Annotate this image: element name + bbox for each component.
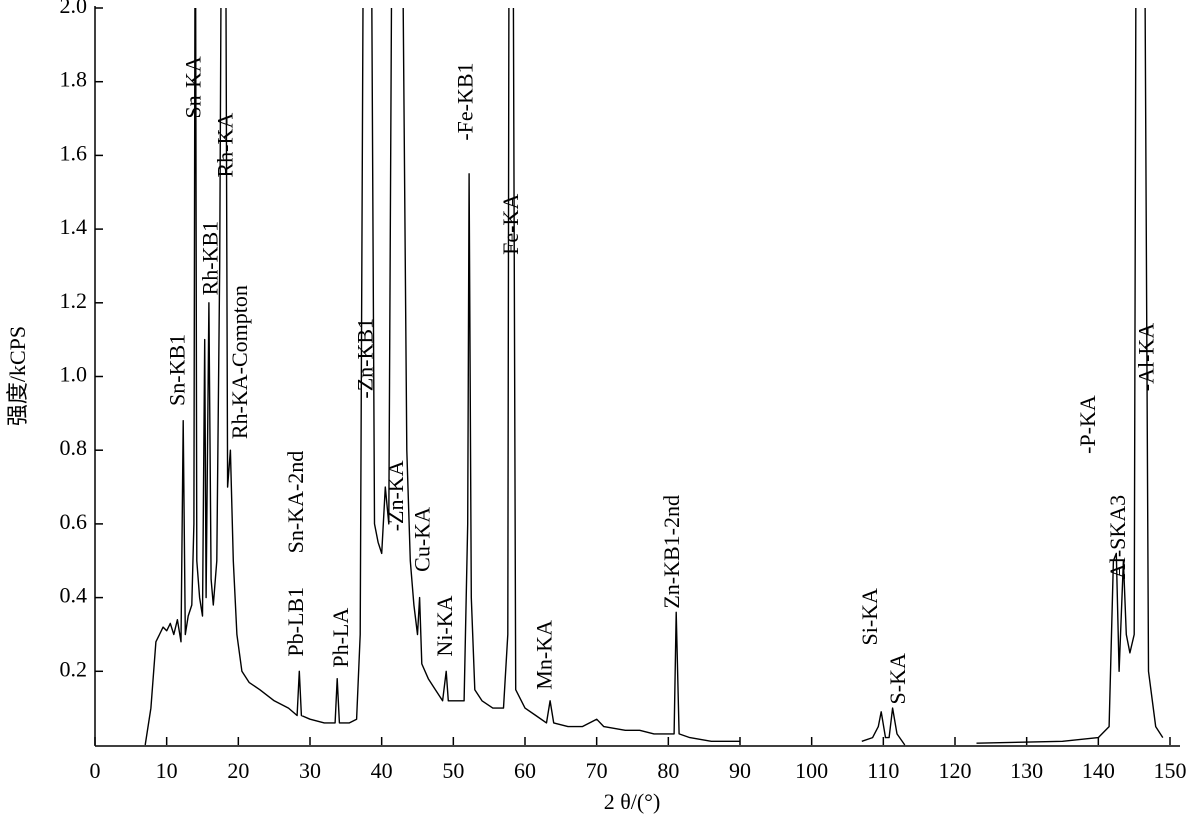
- x-tick-label: 60: [514, 758, 536, 783]
- peak-label: -Zn-KA: [383, 460, 408, 531]
- peak-label: -Al-KA: [1134, 323, 1159, 392]
- x-tick-label: 0: [90, 758, 101, 783]
- peak-label: Zn-KB1-2nd: [659, 495, 684, 609]
- spectrum-line: [144, 8, 1164, 746]
- x-tick-label: 150: [1154, 758, 1187, 783]
- peak-label: Al-SKA3: [1105, 495, 1130, 579]
- peak-label: Rh-KA-Compton: [227, 285, 252, 439]
- peak-label: Rh-KB1: [198, 221, 223, 296]
- x-tick-label: 80: [657, 758, 679, 783]
- y-tick-label: 0.4: [60, 583, 88, 608]
- y-tick-label: 1.2: [60, 288, 88, 313]
- peak-label: Si-KA: [857, 588, 882, 646]
- x-tick-label: 20: [227, 758, 249, 783]
- peak-label: Ph-LA: [328, 608, 353, 668]
- x-tick-label: 90: [729, 758, 751, 783]
- x-tick-label: 120: [939, 758, 972, 783]
- peak-label: Rh-KA: [213, 113, 238, 178]
- x-tick-label: 70: [586, 758, 608, 783]
- peak-label: -Fe-KB1: [453, 62, 478, 140]
- y-tick-label: 0.2: [60, 656, 88, 681]
- y-tick-label: 0.8: [60, 435, 88, 460]
- y-tick-label: 1.6: [60, 140, 88, 165]
- peak-label: Sn-KB1: [165, 334, 190, 406]
- x-tick-label: 40: [371, 758, 393, 783]
- x-tick-label: 130: [1010, 758, 1043, 783]
- peak-label: -P-KA: [1075, 395, 1100, 454]
- peak-label: Cu-KA: [410, 507, 435, 572]
- peak-label: S-KA: [885, 653, 910, 704]
- peak-label: Sn-KA-2nd: [283, 451, 308, 554]
- peak-label: Mn-KA: [532, 620, 557, 690]
- x-tick-label: 110: [867, 758, 899, 783]
- plot-area: [144, 8, 1164, 746]
- y-axis-label: 强度/kCPS: [5, 326, 30, 426]
- x-tick-label: 140: [1082, 758, 1115, 783]
- peak-label: Pb-LB1: [283, 587, 308, 657]
- x-tick-label: 10: [156, 758, 178, 783]
- x-tick-label: 50: [442, 758, 464, 783]
- y-tick-label: 1.8: [60, 67, 88, 92]
- x-axis-label: 2 θ/(°): [604, 789, 661, 814]
- x-tick-label: 30: [299, 758, 321, 783]
- peak-label: Fe-KA: [498, 194, 523, 255]
- peak-label: Sn-KA: [180, 56, 205, 118]
- peak-label: Ni-KA: [432, 595, 457, 656]
- y-tick-label: 1.4: [60, 214, 88, 239]
- y-tick-label: 0.6: [60, 509, 88, 534]
- y-tick-label: 1.0: [60, 362, 88, 387]
- peak-label: -Zn-KB1: [352, 318, 377, 399]
- x-tick-label: 100: [795, 758, 828, 783]
- y-tick-label: 2.0: [60, 0, 88, 18]
